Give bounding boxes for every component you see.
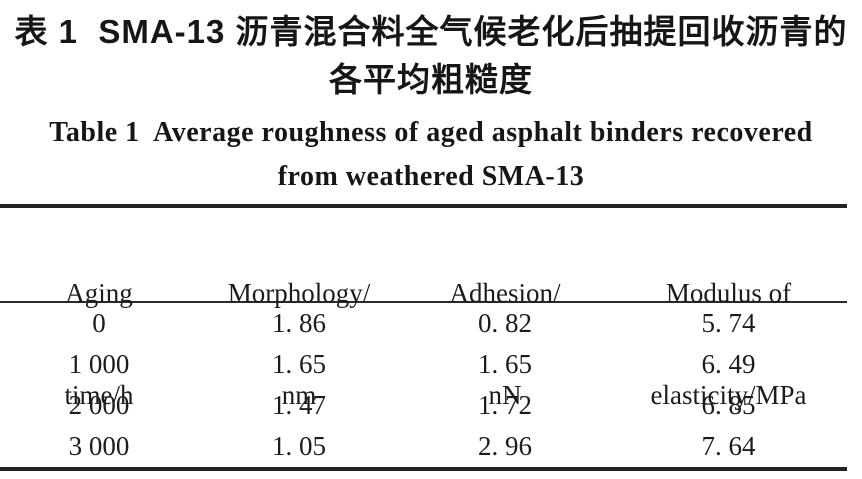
cell-aging-time: 3 000 <box>68 431 130 461</box>
table-caption-en-line2: from weathered SMA-13 <box>277 161 585 192</box>
column-header-morphology: Morphology/ nm <box>198 208 400 479</box>
roughness-table: Aging time/h Morphology/ nm Adhesion/ nN… <box>0 204 847 471</box>
column-header-adhesion-line1: Adhesion/ <box>449 278 561 308</box>
column-header-morphology-line1: Morphology/ <box>227 278 371 308</box>
cell-modulus: 6. 49 <box>701 349 756 379</box>
cell-modulus: 6. 85 <box>701 390 756 420</box>
cell-adhesion: 1. 65 <box>478 349 532 379</box>
table-row: 3 000 1. 05 2. 96 7. 64 <box>0 426 847 467</box>
column-header-modulus: Modulus of elasticity/MPa <box>610 208 847 479</box>
cell-morphology: 1. 05 <box>272 431 326 461</box>
table-caption-zh: 表 1 SMA-13 沥青混合料全气候老化后抽提回收沥青的 各平均粗糙度 <box>0 0 862 104</box>
column-header-modulus-line1: Modulus of <box>665 278 792 308</box>
table-row: 0 1. 86 0. 82 5. 74 <box>0 303 847 344</box>
column-header-adhesion-line2: nN <box>488 380 522 410</box>
cell-morphology: 1. 65 <box>272 349 326 379</box>
column-header-aging-time: Aging time/h <box>0 208 198 479</box>
table-caption-zh-line2: 各平均粗糙度 <box>329 61 533 98</box>
column-header-morphology-line2: nm <box>281 380 317 410</box>
cell-modulus: 5. 74 <box>701 308 756 338</box>
column-header-modulus-line2: elasticity/MPa <box>650 380 807 410</box>
table-caption-en-line1: Table 1 Average roughness of aged asphal… <box>49 117 813 148</box>
table-row: 2 000 1. 47 1. 72 6. 85 <box>0 385 847 426</box>
column-header-adhesion: Adhesion/ nN <box>400 208 610 479</box>
cell-adhesion: 1. 72 <box>478 390 532 420</box>
cell-adhesion: 0. 82 <box>478 308 532 338</box>
column-header-aging-time-line2: time/h <box>64 380 134 410</box>
cell-aging-time: 0 <box>92 308 106 338</box>
table-caption-zh-line1: 表 1 SMA-13 沥青混合料全气候老化后抽提回收沥青的 <box>14 13 848 50</box>
column-header-aging-time-line1: Aging <box>65 278 133 308</box>
cell-adhesion: 2. 96 <box>478 431 532 461</box>
table-header-row: Aging time/h Morphology/ nm Adhesion/ nN… <box>0 208 847 410</box>
table-caption-en: Table 1 Average roughness of aged asphal… <box>0 111 862 199</box>
cell-morphology: 1. 86 <box>272 308 326 338</box>
cell-morphology: 1. 47 <box>272 390 326 420</box>
cell-modulus: 7. 64 <box>701 431 756 461</box>
table-row: 1 000 1. 65 1. 65 6. 49 <box>0 344 847 385</box>
cell-aging-time: 2 000 <box>68 390 130 420</box>
cell-aging-time: 1 000 <box>68 349 130 379</box>
